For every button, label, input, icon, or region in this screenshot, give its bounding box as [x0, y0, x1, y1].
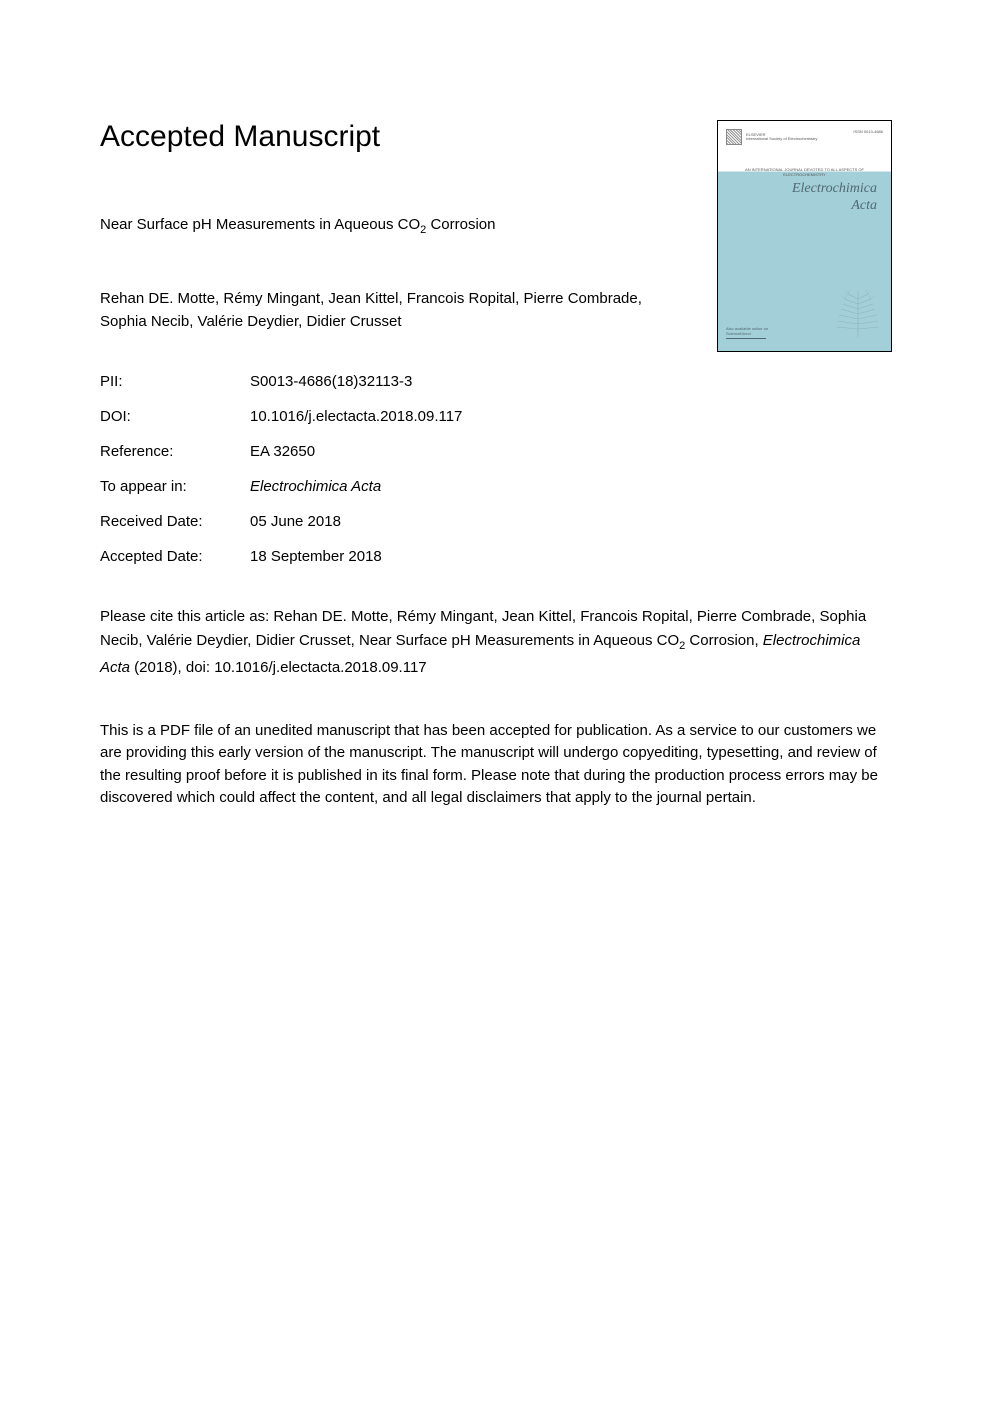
cover-online-line	[726, 338, 766, 339]
meta-row-doi: DOI: 10.1016/j.electacta.2018.09.117	[100, 408, 892, 425]
appear-label: To appear in:	[100, 478, 250, 495]
cover-subtitle: AN INTERNATIONAL JOURNAL DEVOTED TO ALL …	[726, 167, 883, 177]
meta-row-received: Received Date: 05 June 2018	[100, 513, 892, 530]
title-part1: Near Surface pH Measurements in Aqueous …	[100, 216, 420, 233]
cover-publisher-line2: International Society of Electrochemistr…	[746, 137, 817, 141]
meta-row-pii: PII: S0013-4686(18)32113-3	[100, 373, 892, 390]
pii-value: S0013-4686(18)32113-3	[250, 373, 412, 390]
pii-label: PII:	[100, 373, 250, 390]
metadata-table: PII: S0013-4686(18)32113-3 DOI: 10.1016/…	[100, 373, 892, 565]
citation-suffix: (2018), doi: 10.1016/j.electacta.2018.09…	[130, 659, 427, 676]
accepted-value: 18 September 2018	[250, 548, 382, 565]
tree-icon	[833, 289, 883, 339]
doi-label: DOI:	[100, 408, 250, 425]
citation-text: Please cite this article as: Rehan DE. M…	[100, 605, 890, 680]
cover-logo-group: ELSEVIER International Society of Electr…	[726, 129, 817, 145]
doi-value: 10.1016/j.electacta.2018.09.117	[250, 408, 462, 425]
cover-online-block: Also available online on ScienceDirect	[726, 327, 768, 339]
title-part2: Corrosion	[426, 216, 495, 233]
meta-row-reference: Reference: EA 32650	[100, 443, 892, 460]
received-label: Received Date:	[100, 513, 250, 530]
appear-value: Electrochimica Acta	[250, 478, 381, 495]
cover-title-line2: Acta	[851, 198, 877, 213]
accepted-label: Accepted Date:	[100, 548, 250, 565]
article-title: Near Surface pH Measurements in Aqueous …	[100, 214, 660, 238]
authors-list: Rehan DE. Motte, Rémy Mingant, Jean Kitt…	[100, 288, 670, 333]
disclaimer-text: This is a PDF file of an unedited manusc…	[100, 720, 890, 810]
cover-top-bar: ELSEVIER International Society of Electr…	[726, 129, 883, 159]
cover-title-line1: Electrochimica	[792, 181, 877, 196]
cover-publisher: ELSEVIER International Society of Electr…	[746, 133, 817, 142]
reference-value: EA 32650	[250, 443, 315, 460]
cover-logo-icon	[726, 129, 742, 145]
meta-row-appear: To appear in: Electrochimica Acta	[100, 478, 892, 495]
citation-mid: Corrosion,	[685, 632, 763, 649]
cover-issn: ISSN 0013-4686	[853, 129, 883, 134]
journal-cover-thumbnail: ELSEVIER International Society of Electr…	[717, 120, 892, 352]
cover-journal-title: Electrochimica Acta	[726, 181, 883, 215]
reference-label: Reference:	[100, 443, 250, 460]
meta-row-accepted: Accepted Date: 18 September 2018	[100, 548, 892, 565]
cover-online-url: ScienceDirect	[726, 332, 768, 337]
received-value: 05 June 2018	[250, 513, 341, 530]
cover-bottom: Also available online on ScienceDirect	[726, 289, 883, 339]
